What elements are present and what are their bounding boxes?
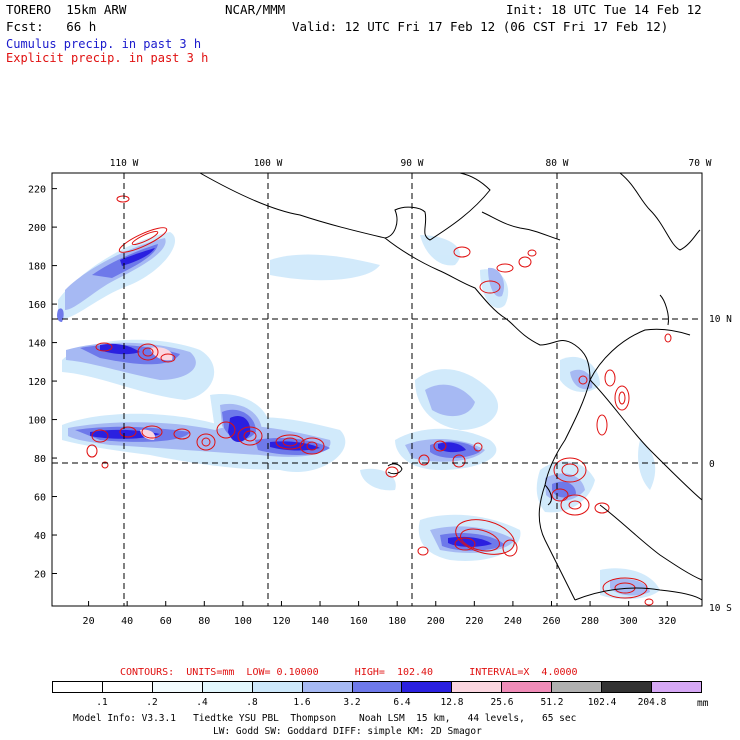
colorbar-level-label: 25.6 [490, 697, 514, 708]
axis-ticks [52, 188, 668, 606]
colorbar-swatch [502, 682, 553, 692]
colorbar-level-label: 102.4 [587, 697, 617, 708]
colorbar-level-label: .8 [246, 697, 258, 708]
x-tick-label: 240 [504, 616, 522, 627]
colorbar-swatch [652, 682, 701, 692]
org-label: NCAR/MMM [225, 2, 286, 17]
x-tick-label: 120 [272, 616, 290, 627]
colorbar-level-label: .4 [196, 697, 208, 708]
colorbar-level-label: 204.8 [637, 697, 667, 708]
precip-colorbar [52, 681, 702, 693]
colorbar-swatch [202, 682, 253, 692]
x-tick-label: 220 [465, 616, 483, 627]
colorbar-level-label: 1.6 [293, 697, 311, 708]
y-tick-label: 40 [34, 531, 46, 542]
footer-physics-info: LW: Godd SW: Goddard DIFF: simple KM: 2D… [213, 726, 482, 737]
y-tick-label: 120 [28, 377, 46, 388]
colorbar-unit: mm [697, 698, 709, 709]
x-tick-label: 20 [83, 616, 95, 627]
explicit-precip-contours [86, 195, 672, 606]
colorbar-swatch [252, 682, 303, 692]
y-tick-label: 140 [28, 339, 46, 350]
y-tick-label: 160 [28, 300, 46, 311]
x-tick-label: 160 [350, 616, 368, 627]
init-time: Init: 18 UTC Tue 14 Feb 12 [506, 2, 702, 17]
y-tick-label: 20 [34, 570, 46, 581]
colorbar-swatch [53, 682, 103, 692]
cumulus-legend: Cumulus precip. in past 3 h [6, 37, 202, 51]
colorbar-swatch [152, 682, 203, 692]
x-tick-label: 300 [620, 616, 638, 627]
valid-time: Valid: 12 UTC Fri 17 Feb 12 (06 CST Fri … [292, 19, 669, 34]
x-tick-label: 260 [542, 616, 560, 627]
colorbar-swatch [102, 682, 153, 692]
colorbar-level-label: .1 [96, 697, 108, 708]
coastlines [199, 172, 703, 601]
y-tick-label: 60 [34, 493, 46, 504]
colorbar-swatch [552, 682, 603, 692]
y-tick-label: 100 [28, 416, 46, 427]
y-tick-label: 80 [34, 454, 46, 465]
x-tick-label: 180 [388, 616, 406, 627]
lat-lon-grid [52, 173, 702, 606]
colorbar-level-label: .2 [146, 697, 158, 708]
x-tick-label: 140 [311, 616, 329, 627]
lat-label-0: 0 [709, 459, 715, 470]
colorbar-level-label: 12.8 [440, 697, 464, 708]
lat-label-10s: 10 S [709, 603, 732, 614]
x-tick-label: 280 [581, 616, 599, 627]
colorbar-level-label: 6.4 [393, 697, 411, 708]
x-tick-label: 80 [198, 616, 210, 627]
colorbar-level-label: 51.2 [540, 697, 564, 708]
forecast-hour: Fcst: 66 h [6, 19, 97, 34]
x-tick-label: 40 [121, 616, 133, 627]
colorbar-swatch [402, 682, 453, 692]
lon-label-80w: 80 W [546, 158, 569, 169]
x-tick-label: 60 [160, 616, 172, 627]
colorbar-swatch [602, 682, 653, 692]
colorbar-swatch [452, 682, 503, 692]
y-tick-label: 200 [28, 223, 46, 234]
contour-info: CONTOURS: UNITS=mm LOW= 0.10000 HIGH= 10… [120, 667, 578, 678]
lon-label-110w: 110 W [110, 158, 139, 169]
model-title: TORERO 15km ARW [6, 2, 127, 17]
colorbar-swatch [352, 682, 403, 692]
y-tick-label: 180 [28, 262, 46, 273]
y-tick-label: 220 [28, 185, 46, 196]
x-tick-label: 200 [427, 616, 445, 627]
lon-label-90w: 90 W [401, 158, 424, 169]
x-tick-label: 100 [234, 616, 252, 627]
lat-label-10n: 10 N [709, 314, 732, 325]
lon-label-70w: 70 W [689, 158, 712, 169]
footer-model-info: Model Info: V3.3.1 Tiedtke YSU PBL Thomp… [73, 713, 577, 724]
colorbar-level-label: 3.2 [343, 697, 361, 708]
x-tick-label: 320 [658, 616, 676, 627]
colorbar-swatch [302, 682, 353, 692]
explicit-legend: Explicit precip. in past 3 h [6, 51, 209, 65]
lon-label-100w: 100 W [254, 158, 283, 169]
